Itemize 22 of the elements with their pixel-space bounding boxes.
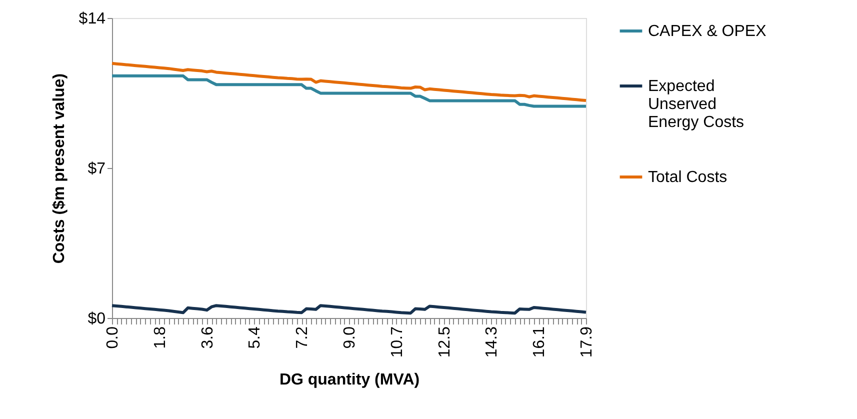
x-tick-label: 3.6: [199, 326, 216, 349]
x-tick-label: 0.0: [104, 326, 122, 349]
legend-label: Expected Unserved Energy Costs: [648, 78, 744, 131]
x-tick-label: 9.0: [342, 326, 358, 349]
x-tick-label: 7.2: [294, 326, 312, 349]
x-tick-label: 1.8: [152, 326, 169, 349]
y-tick-label: $0: [88, 310, 106, 328]
legend-label: Total Costs: [648, 169, 728, 186]
y-tick-label: $7: [88, 160, 106, 178]
x-tick-label: 14.3: [484, 326, 501, 358]
y-tick-label: $14: [78, 10, 106, 28]
x-axis-title: DG quantity (MVA): [279, 372, 420, 389]
x-tick-label: 16.1: [531, 326, 548, 358]
line-series: [110, 304, 588, 315]
x-tick-label: 17.9: [578, 326, 596, 358]
x-tick-label: 10.7: [388, 326, 406, 358]
line-series: [110, 74, 588, 108]
x-tick-label: 5.4: [246, 326, 264, 349]
legend-label: CAPEX & OPEX: [648, 23, 767, 40]
x-tick-label: 12.5: [436, 326, 454, 358]
line-series: [110, 62, 588, 102]
y-axis-title: Costs ($m present value): [50, 73, 68, 264]
